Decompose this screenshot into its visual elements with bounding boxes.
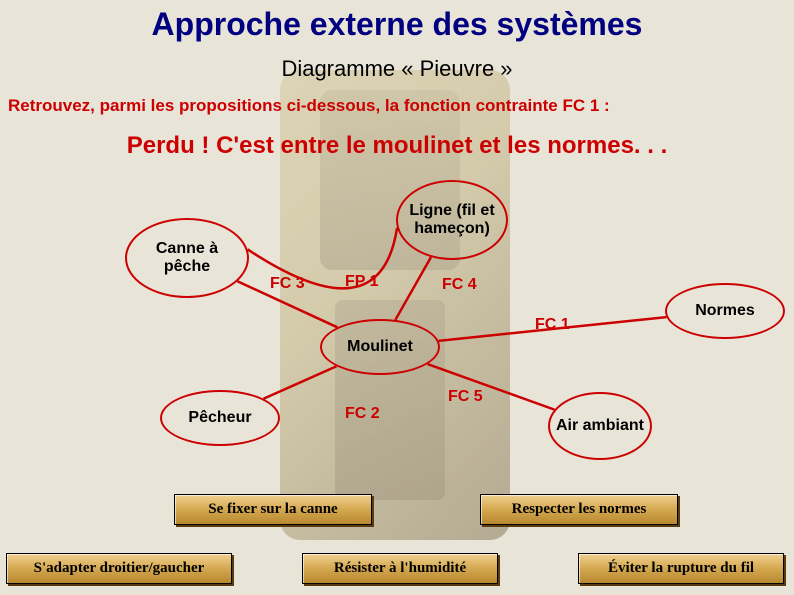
label-fc2: FC 2 <box>345 405 380 423</box>
bubble-label: Ligne (fil et hameçon) <box>402 202 502 239</box>
bubble-ligne: Ligne (fil et hameçon) <box>396 180 508 260</box>
bubble-air: Air ambiant <box>548 392 652 460</box>
bubble-label: Air ambiant <box>556 417 644 435</box>
bubble-canne: Canne à pêche <box>125 218 249 298</box>
label-fp1: FP 1 <box>345 273 379 291</box>
label-fc3: FC 3 <box>270 275 305 293</box>
bubble-label: Canne à pêche <box>131 240 243 277</box>
bubble-label: Normes <box>695 302 755 320</box>
bubble-pecheur: Pêcheur <box>160 390 280 446</box>
diagram-subtitle: Diagramme « Pieuvre » <box>0 56 794 82</box>
answer-button-fix-canne[interactable]: Se fixer sur la canne <box>174 494 372 525</box>
feedback-text: Perdu ! C'est entre le moulinet et les n… <box>0 132 794 160</box>
label-fc1: FC 1 <box>535 316 570 334</box>
instruction-text: Retrouvez, parmi les propositions ci-des… <box>8 96 610 116</box>
answer-button-rupture[interactable]: Éviter la rupture du fil <box>578 553 784 584</box>
label-fc5: FC 5 <box>448 388 483 406</box>
bubble-moulinet: Moulinet <box>320 319 440 375</box>
page-title: Approche externe des systèmes <box>0 6 794 43</box>
bubble-label: Pêcheur <box>188 409 251 427</box>
bubble-label: Moulinet <box>347 338 413 356</box>
bubble-normes: Normes <box>665 283 785 339</box>
answer-button-droitier[interactable]: S'adapter droitier/gaucher <box>6 553 232 584</box>
label-fc4: FC 4 <box>442 276 477 294</box>
answer-button-humidite[interactable]: Résister à l'humidité <box>302 553 498 584</box>
answer-button-normes[interactable]: Respecter les normes <box>480 494 678 525</box>
